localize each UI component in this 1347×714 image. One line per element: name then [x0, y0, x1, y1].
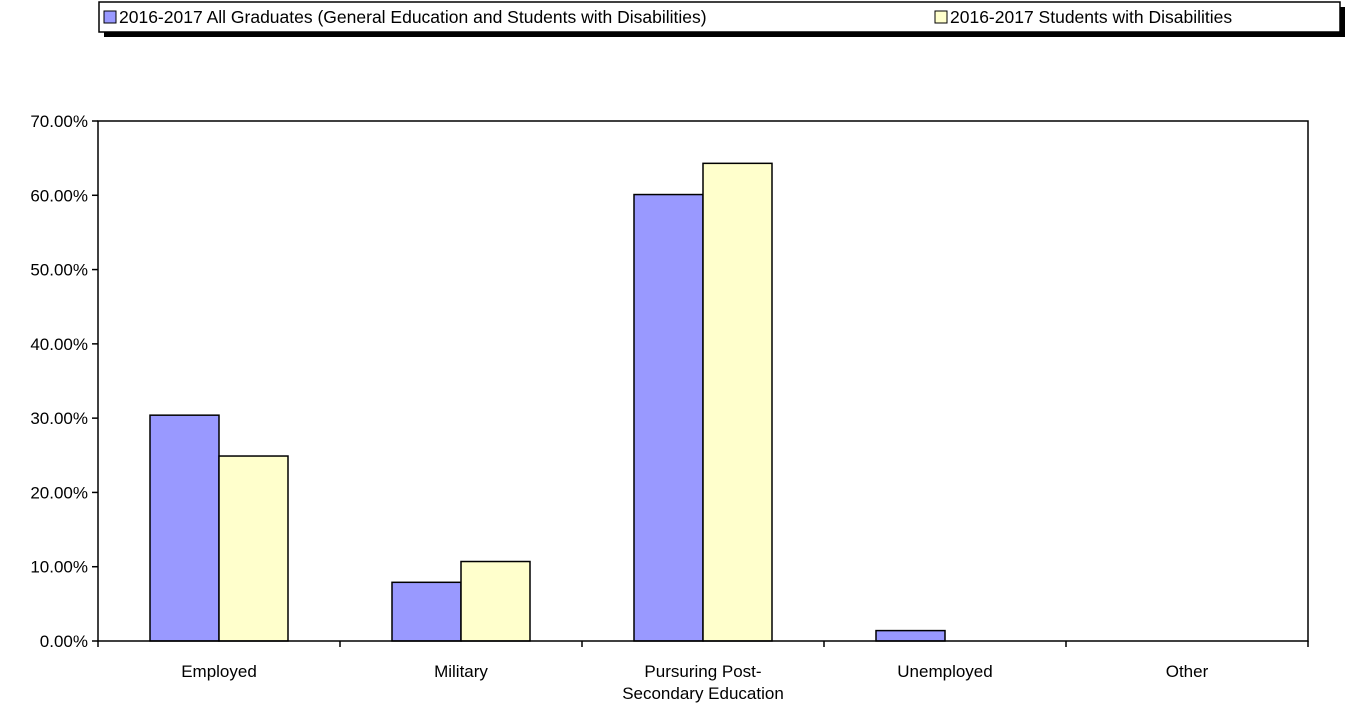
bar-series2-0: [218, 455, 289, 642]
y-axis-tick-label: 30.00%: [30, 409, 88, 428]
x-axis-category-label: Unemployed: [897, 662, 992, 681]
y-axis-tick-label: 20.00%: [30, 483, 88, 502]
bar-series1-3: [875, 629, 946, 642]
legend-label-all-graduates: 2016-2017 All Graduates (General Educati…: [119, 7, 707, 27]
x-axis-category-label: Employed: [181, 662, 257, 681]
y-axis-tick-label: 50.00%: [30, 261, 88, 280]
y-axis-tick-label: 40.00%: [30, 335, 88, 354]
x-axis-category-label: Other: [1166, 662, 1209, 681]
legend-swatch-all-graduates: [103, 10, 117, 24]
x-axis-category-label: Military: [434, 662, 488, 681]
legend-box: [98, 1, 1341, 33]
bar-series: [149, 162, 946, 642]
y-axis-tick-label: 70.00%: [30, 112, 88, 131]
bar-series2-1: [460, 560, 531, 642]
y-axis-tick-label: 60.00%: [30, 186, 88, 205]
y-axis-tick-labels: 0.00% 10.00% 20.00% 30.00% 40.00% 50.00% 60.00…: [30, 112, 98, 651]
legend-swatch-students-with-disabilities: [934, 10, 948, 24]
bar-series1-2: [633, 193, 704, 642]
legend: 2016-2017 All Graduates (General Educati…: [98, 1, 1345, 37]
legend-label-students-with-disabilities: 2016-2017 Students with Disabilities: [950, 7, 1232, 27]
x-axis-category-label: Pursuring Post-: [644, 662, 761, 681]
bar-series1-0: [149, 414, 220, 642]
bar-series2-2: [702, 162, 773, 642]
y-axis-tick-label: 0.00%: [40, 632, 88, 651]
y-axis-tick-label: 10.00%: [30, 558, 88, 577]
x-axis-category-labels: Employed Military Pursuring Post- Secondary…: [97, 641, 1309, 703]
bar-series1-1: [391, 581, 462, 642]
plot-area-frame: [97, 120, 1309, 642]
x-axis-category-label: Secondary Education: [622, 684, 784, 703]
